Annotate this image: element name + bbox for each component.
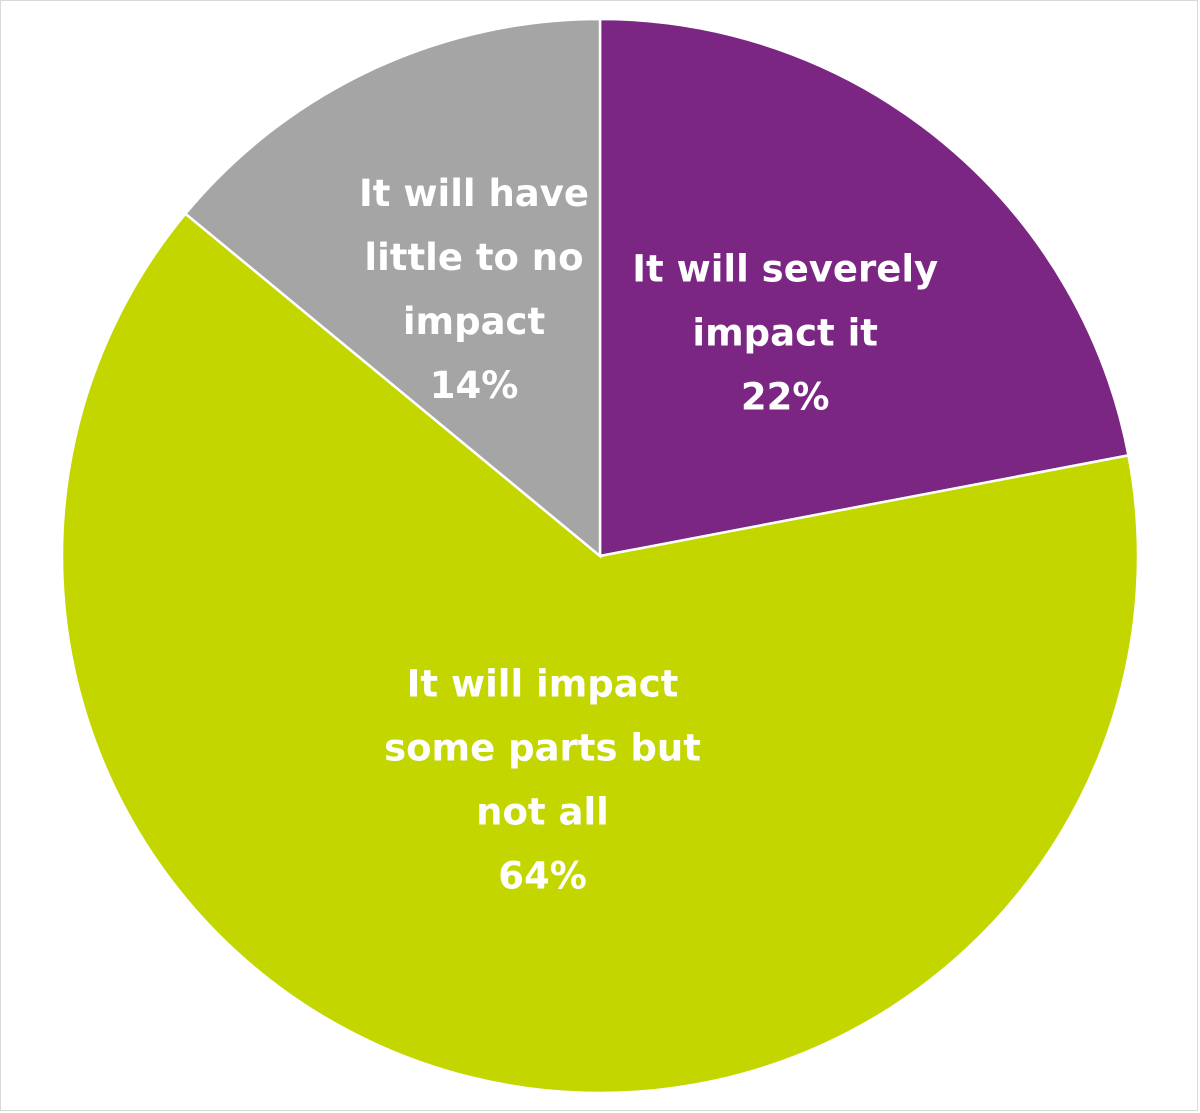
pie-slice-2 [60, 211, 1140, 1095]
slice-category-label: not all [476, 791, 609, 834]
slice-value-label: 64% [498, 855, 587, 898]
pie-slice-label-1: It will severely impact it 22% [632, 248, 938, 419]
slice-category-label: impact it [692, 312, 878, 355]
pie-slice-label-3: It will have little to no impact 14% [359, 172, 589, 407]
slice-category-label: It will impact [407, 663, 679, 706]
slice-value-label: 14% [430, 364, 519, 407]
pie-slices [60, 17, 1140, 1095]
pie-labels: It will severely impact it 22% It will impa… [359, 172, 938, 898]
pie-slice-3 [183, 17, 602, 559]
slice-value-label: 22% [741, 376, 830, 419]
pie-slice-label-2: It will impact some parts but not all 64% [384, 663, 701, 898]
slice-category-label: It will have [359, 172, 589, 215]
slice-category-label: It will severely [632, 248, 938, 291]
slice-category-label: some parts but [384, 727, 701, 770]
slice-category-label: little to no [364, 236, 583, 279]
pie-slice-1 [598, 17, 1130, 558]
slice-category-label: impact [403, 300, 545, 343]
